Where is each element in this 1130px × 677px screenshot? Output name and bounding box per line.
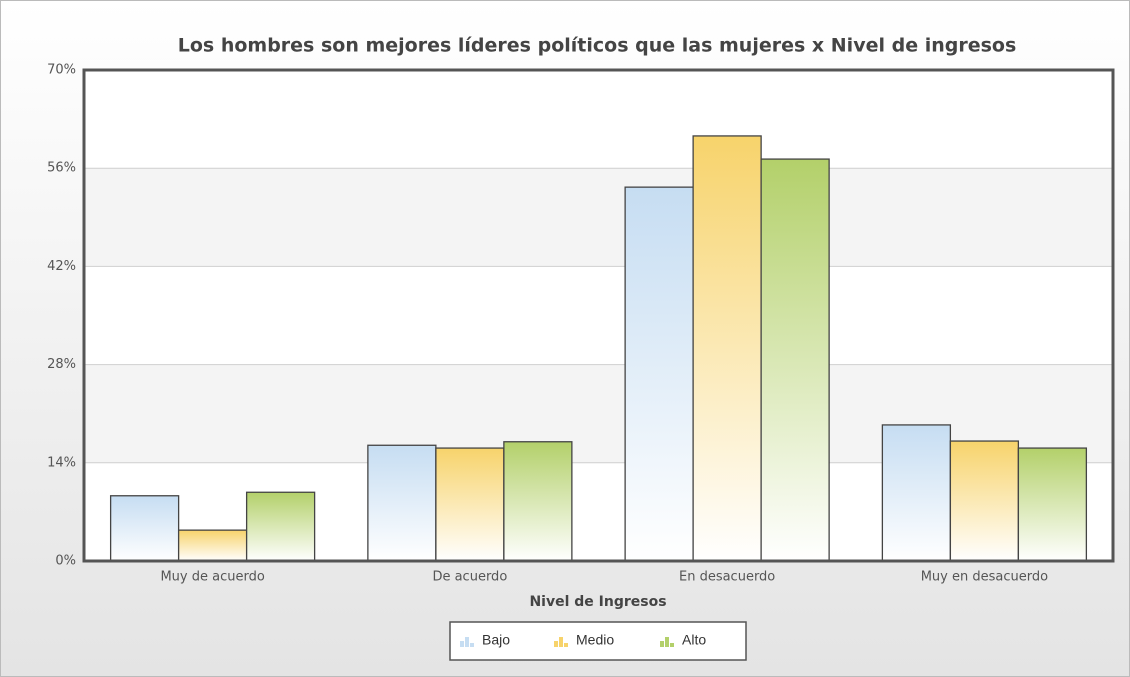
legend-icon xyxy=(559,637,563,647)
y-tick-label: 28% xyxy=(47,357,76,372)
bar xyxy=(624,186,694,562)
grid-band xyxy=(84,168,1113,267)
plot-border xyxy=(82,68,1115,563)
legend: Bajo Medio Alto xyxy=(449,621,747,661)
x-axis-label: Nivel de Ingresos xyxy=(529,594,666,610)
y-tick-label: 42% xyxy=(47,259,76,274)
legend-label: Medio xyxy=(576,632,614,648)
legend-box xyxy=(449,621,747,661)
x-tick-label: De acuerdo xyxy=(432,570,507,585)
legend-icon xyxy=(670,643,674,647)
legend-icon xyxy=(460,641,464,647)
legend-icon xyxy=(564,643,568,647)
chart-title: Los hombres son mejores líderes político… xyxy=(178,35,1017,57)
legend-icon xyxy=(470,643,474,647)
bar xyxy=(760,158,830,562)
legend-label: Bajo xyxy=(482,632,510,648)
bar xyxy=(245,491,316,562)
legend-icon xyxy=(465,637,469,647)
bar xyxy=(435,447,505,562)
y-tick-label: 14% xyxy=(47,455,76,470)
bar xyxy=(881,424,952,562)
bar xyxy=(949,440,1020,562)
x-tick-label: Muy en desacuerdo xyxy=(921,570,1048,585)
x-tick-label: En desacuerdo xyxy=(679,570,775,585)
y-tick-label: 56% xyxy=(47,161,76,176)
legend-icon xyxy=(554,641,558,647)
bar xyxy=(109,495,180,562)
bar xyxy=(503,441,573,562)
bar xyxy=(692,135,762,562)
x-tick-label: Muy de acuerdo xyxy=(160,570,264,585)
bar xyxy=(367,444,437,562)
y-tick-label: 0% xyxy=(55,554,76,569)
legend-icon xyxy=(665,637,669,647)
legend-label: Alto xyxy=(682,632,706,648)
bar xyxy=(177,529,248,562)
y-tick-label: 70% xyxy=(47,63,76,78)
legend-icon xyxy=(660,641,664,647)
bar xyxy=(1017,447,1088,562)
